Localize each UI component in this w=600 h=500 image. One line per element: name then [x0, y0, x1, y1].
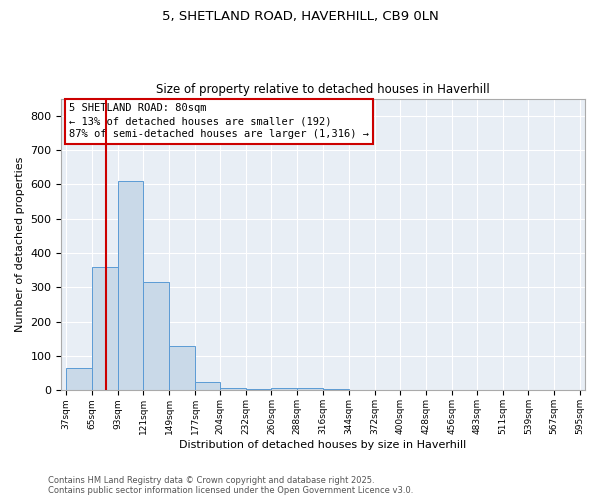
- Text: 5, SHETLAND ROAD, HAVERHILL, CB9 0LN: 5, SHETLAND ROAD, HAVERHILL, CB9 0LN: [161, 10, 439, 23]
- Bar: [271, 388, 297, 390]
- Bar: [66, 368, 92, 390]
- Bar: [92, 267, 118, 390]
- Bar: [195, 382, 220, 390]
- Bar: [143, 282, 169, 391]
- Title: Size of property relative to detached houses in Haverhill: Size of property relative to detached ho…: [156, 83, 490, 96]
- Text: Contains HM Land Registry data © Crown copyright and database right 2025.
Contai: Contains HM Land Registry data © Crown c…: [48, 476, 413, 495]
- Y-axis label: Number of detached properties: Number of detached properties: [15, 157, 25, 332]
- Bar: [323, 388, 349, 390]
- Bar: [220, 388, 245, 390]
- Bar: [169, 346, 195, 391]
- Bar: [245, 388, 271, 390]
- Bar: [297, 388, 323, 390]
- X-axis label: Distribution of detached houses by size in Haverhill: Distribution of detached houses by size …: [179, 440, 467, 450]
- Text: 5 SHETLAND ROAD: 80sqm
← 13% of detached houses are smaller (192)
87% of semi-de: 5 SHETLAND ROAD: 80sqm ← 13% of detached…: [69, 103, 369, 140]
- Bar: [118, 181, 143, 390]
